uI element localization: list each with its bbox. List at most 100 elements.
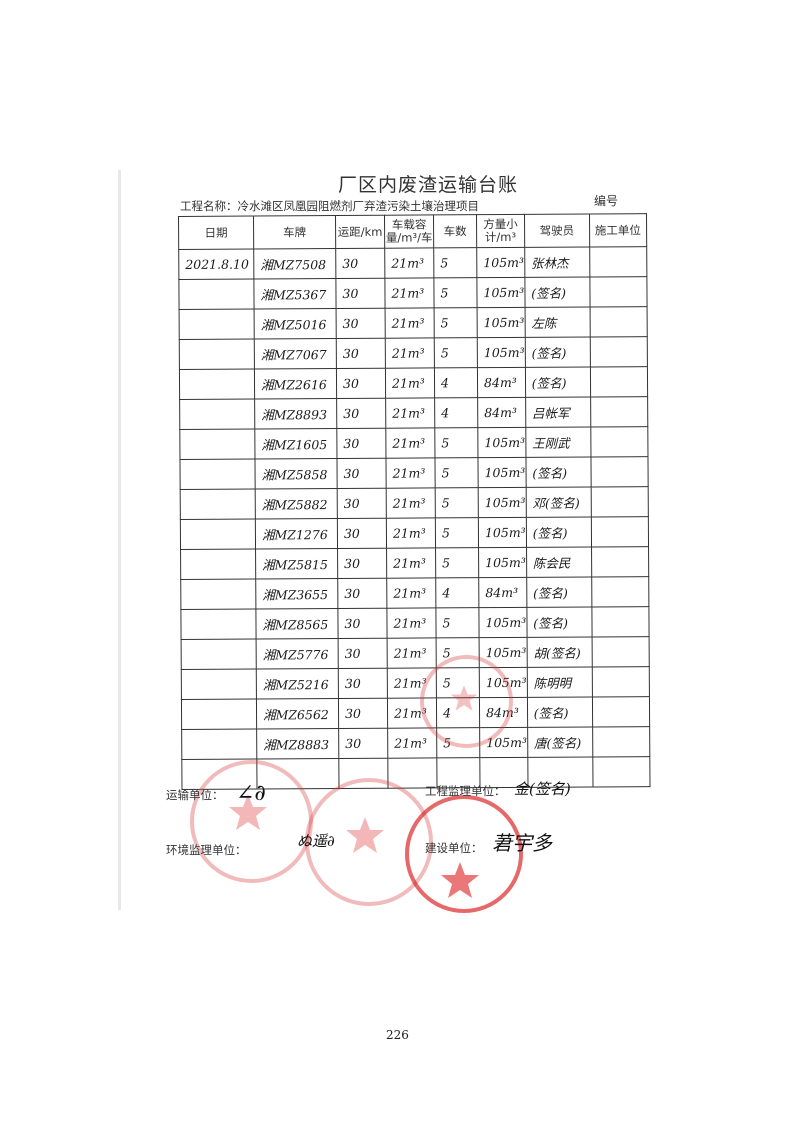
transport-ledger-table: 日期 车牌 运距/km 车载容量/m³/车 车数 方量小计/m³ 驾驶员 施工单… — [178, 213, 650, 790]
cell-date — [180, 579, 256, 610]
table-row: 湘MZ1276 30 21m³ 5 105m³ (签名) — [180, 516, 649, 550]
stamp-star-icon — [450, 685, 478, 711]
cell-date — [179, 339, 255, 370]
cell-date — [179, 459, 256, 490]
cell-distance: 30 — [336, 428, 386, 459]
cell-date — [180, 609, 257, 640]
cell-distance: 30 — [335, 278, 386, 309]
cell-contractor — [591, 546, 649, 577]
cell-capacity: 21m³ — [384, 277, 435, 309]
cell-distance: 30 — [335, 248, 385, 279]
cell-driver: (签名) — [525, 366, 591, 398]
cell-plate: 湘MZ1276 — [255, 518, 338, 550]
stamp-star-icon — [229, 794, 267, 830]
cell-driver: (签名) — [526, 576, 592, 608]
stamp-star-icon — [441, 862, 479, 898]
table-row: 湘MZ8893 30 21m³ 4 84m³ 吕帐军 — [179, 396, 648, 430]
cell-distance: 30 — [337, 608, 388, 639]
cell-driver: (签名) — [524, 276, 590, 308]
stamp-star-icon — [346, 817, 384, 853]
cell-contractor — [592, 696, 650, 727]
cell-distance: 30 — [338, 638, 388, 669]
table-row: 湘MZ5216 30 21m³ 5 105m³ 陈明明 — [181, 666, 650, 700]
cell-contractor — [589, 336, 648, 367]
cell-plate: 湘MZ8565 — [255, 608, 339, 640]
header-date: 日期 — [178, 216, 254, 250]
transport-unit-label: 运输单位： — [166, 788, 224, 802]
cell-capacity: 21m³ — [387, 727, 437, 759]
supervision-unit-label: 工程监理单位： — [425, 784, 506, 798]
header-capacity: 车载容量/m³/车 — [384, 214, 434, 249]
cell-volume: 105m³ — [478, 487, 527, 518]
cell-capacity: 21m³ — [385, 307, 435, 339]
cell-capacity: 21m³ — [385, 367, 435, 399]
table-row: 湘MZ5882 30 21m³ 5 105m³ 邓(签名) — [180, 486, 649, 520]
cell-driver: 王刚武 — [525, 426, 591, 458]
cell-contractor — [592, 756, 650, 787]
cell-distance: 30 — [338, 698, 388, 729]
cell-date: 2021.8.10 — [178, 249, 254, 280]
header-plate: 车牌 — [253, 215, 336, 250]
table-row: 湘MZ2616 30 21m³ 4 84m³ (签名) — [179, 366, 648, 400]
cell-trips: 5 — [433, 277, 478, 308]
cell-plate: 湘MZ2616 — [254, 368, 337, 400]
cell-distance: 30 — [336, 398, 386, 429]
cell-trips: 5 — [433, 247, 477, 278]
table-body: 2021.8.10 湘MZ7508 30 21m³ 5 105m³ 张林杰 湘MZ5367 30… — [178, 246, 650, 790]
cell-driver: 陈会民 — [526, 546, 592, 578]
cell-volume: 105m³ — [476, 247, 525, 278]
table-row: 湘MZ5858 30 21m³ 5 105m³ (签名) — [179, 456, 648, 490]
cell-contractor — [591, 606, 649, 637]
cell-contractor — [592, 726, 650, 757]
cell-plate: 湘MZ8893 — [254, 398, 337, 430]
cell-date — [181, 729, 257, 760]
cell-date — [180, 549, 256, 580]
table-stamp — [420, 655, 513, 748]
cell-volume: 105m³ — [477, 337, 526, 368]
cell-distance: 30 — [337, 488, 387, 519]
cell-capacity: 21m³ — [386, 517, 436, 549]
cell-trips: 5 — [435, 547, 479, 578]
table-row: 湘MZ8565 30 21m³ 5 105m³ (签名) — [180, 606, 649, 640]
cell-volume: 105m³ — [477, 457, 526, 488]
cell-date — [179, 429, 255, 460]
cell-contractor — [590, 456, 648, 487]
env-supervision-signature: ぬ遥∂ — [297, 832, 335, 850]
cell-trips: 4 — [435, 577, 479, 608]
table-row: 湘MZ5367 30 21m³ 5 105m³ (签名) — [178, 276, 647, 310]
cell-capacity: 21m³ — [384, 247, 434, 279]
header-volume: 方量小计/m³ — [476, 214, 525, 248]
cell-date — [180, 489, 256, 520]
cell-distance: 30 — [337, 548, 387, 579]
table-row: 湘MZ6562 30 21m³ 4 84m³ (签名) — [181, 696, 650, 730]
cell-trips: 5 — [435, 487, 479, 518]
cell-driver: (签名) — [527, 696, 593, 728]
cell-plate: 湘MZ5776 — [256, 638, 339, 670]
cell-driver: (签名) — [526, 516, 592, 548]
cell-capacity: 21m³ — [386, 547, 436, 579]
cell-volume: 105m³ — [477, 427, 526, 458]
cell-volume: 84m³ — [477, 367, 526, 398]
table-row: 湘MZ3655 30 21m³ 4 84m³ (签名) — [180, 576, 649, 610]
cell-capacity: 21m³ — [387, 637, 437, 669]
cell-capacity: 21m³ — [385, 457, 436, 489]
cell-contractor — [590, 396, 648, 427]
cell-driver: (签名) — [525, 456, 591, 488]
cell-trips: 5 — [434, 307, 478, 338]
cell-driver: 左陈 — [524, 306, 590, 338]
cell-volume: 105m³ — [478, 607, 527, 638]
cell-plate: 湘MZ1605 — [254, 428, 337, 460]
cell-capacity: 21m³ — [385, 337, 435, 369]
table-row: 2021.8.10 湘MZ7508 30 21m³ 5 105m³ 张林杰 — [178, 246, 647, 280]
project-name: 工程名称：冷水滩区凤凰园阻燃剂厂弃渣污染土壤治理项目 — [180, 199, 479, 213]
header-contractor: 施工单位 — [589, 213, 647, 247]
construction-stamp — [405, 795, 523, 913]
scan-edge — [118, 170, 121, 910]
document-title: 厂区内废渣运输台账 — [338, 174, 519, 196]
cell-date — [179, 399, 255, 430]
cell-volume: 105m³ — [478, 517, 527, 548]
cell-driver: (签名) — [524, 336, 591, 368]
cell-contractor — [590, 366, 648, 397]
cell-distance: 30 — [336, 458, 387, 489]
page-number: 226 — [386, 1028, 409, 1042]
